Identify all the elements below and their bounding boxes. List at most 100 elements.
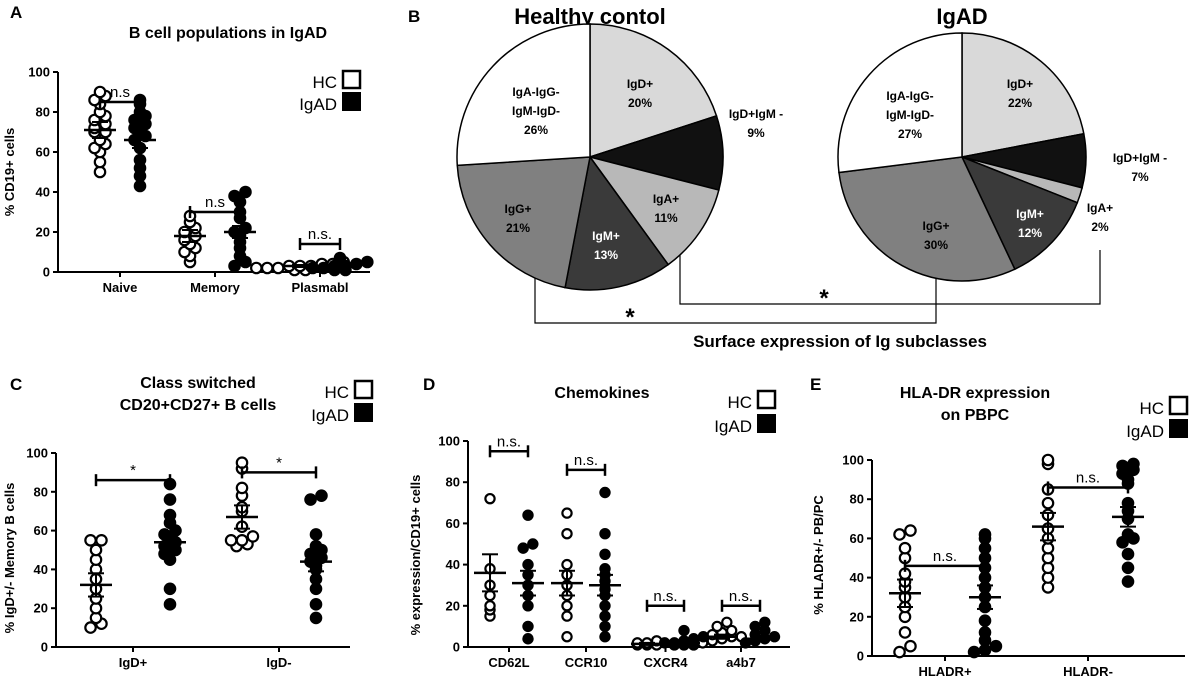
igad-data-point <box>978 614 992 628</box>
igad-data-point <box>228 259 241 273</box>
igad-data-point <box>599 528 611 540</box>
hc-data-point <box>898 541 912 555</box>
igad-data-point <box>239 185 252 199</box>
hc-data-point <box>893 528 906 541</box>
hc-data-point <box>84 621 97 634</box>
hc-data-point <box>561 610 573 622</box>
hc-data-point <box>93 155 107 169</box>
panel-e-legend: HC IgAD <box>1126 395 1189 441</box>
igad-data-point <box>1116 459 1129 473</box>
legend-hc-swatch <box>353 379 374 400</box>
hc-data-point <box>224 533 238 547</box>
igad-data-point <box>759 616 771 628</box>
igad-data-point <box>599 486 611 499</box>
pie-slice-label: 7% <box>1131 170 1149 184</box>
comparison-label: n.s. <box>653 588 677 605</box>
igad-data-point <box>1127 457 1140 471</box>
igad-data-point <box>163 582 177 596</box>
pie-slice-label: 12% <box>1018 226 1042 240</box>
hc-data-point <box>250 261 263 275</box>
panel-e-title: HLA-DR expression <box>900 385 1050 402</box>
legend-hc-label: HC <box>727 393 752 412</box>
panel-c-subtitle: CD20+CD27+ B cells <box>120 397 277 414</box>
pie-slice-label: IgD+IgM - <box>729 107 783 121</box>
comparison-label: n.s. <box>933 548 957 565</box>
y-tick-label: 80 <box>446 475 460 490</box>
x-category-label: a4b7 <box>726 655 756 670</box>
pie-slice-label: IgD+ <box>627 77 653 91</box>
igad-data-point <box>228 189 241 203</box>
panel-b-letter: B <box>408 7 420 26</box>
igad-data-point <box>517 542 529 554</box>
pie-slice-label: IgD+ <box>1007 77 1033 91</box>
comparison-label: n.s. <box>574 452 598 469</box>
sig-star-iga: * <box>819 285 829 312</box>
igad-data-point <box>989 639 1003 653</box>
pie-slice-label: 9% <box>747 126 765 140</box>
pie-slice-label: IgM+ <box>592 229 620 243</box>
pie-slice <box>564 155 670 291</box>
hc-data-point <box>904 639 917 653</box>
igad-data-point <box>133 153 147 167</box>
igad-data-point <box>306 261 319 275</box>
x-category-label: Naive <box>103 280 138 295</box>
igad-data-point <box>599 610 611 622</box>
y-tick-label: 0 <box>857 649 864 664</box>
legend-igad-label: IgAD <box>714 417 752 436</box>
legend-igad-label: IgAD <box>299 95 337 114</box>
pie-slice-label: IgG+ <box>922 219 949 233</box>
y-tick-label: 20 <box>850 609 864 624</box>
y-tick-label: 40 <box>446 557 460 572</box>
y-tick-label: 20 <box>36 225 50 240</box>
panel-d: D Chemokines % expression/CD19+ cells HC… <box>408 375 790 670</box>
y-tick-label: 100 <box>26 446 48 461</box>
pie-slice <box>589 23 718 159</box>
legend-hc-swatch <box>341 69 362 90</box>
legend-hc-label: HC <box>312 73 337 92</box>
y-tick-label: 80 <box>36 105 50 120</box>
igad-data-point <box>1121 528 1135 541</box>
hc-data-point <box>904 524 917 537</box>
pie-slice <box>961 32 1085 158</box>
pie-slice-label: IgA-IgG- <box>512 85 559 99</box>
igad-data-point <box>522 633 534 645</box>
x-category-label: HLADR+ <box>918 664 971 679</box>
hc-data-point <box>235 456 249 469</box>
igad-data-point <box>522 600 534 612</box>
pie-slice-label: 11% <box>654 211 678 225</box>
pie-slice <box>588 155 720 266</box>
hc-data-point <box>95 533 108 547</box>
igad-data-point <box>309 528 323 541</box>
pie-slice <box>837 32 963 174</box>
panel-a-letter: A <box>10 3 22 22</box>
pie-slice-label: 27% <box>898 127 922 141</box>
hc-data-point <box>93 85 107 99</box>
igad-data-point <box>163 508 177 522</box>
igad-data-point <box>599 563 611 575</box>
igad-data-point <box>304 493 317 506</box>
igad-data-point <box>967 645 981 659</box>
igad-data-point <box>333 251 347 265</box>
x-category-label: CXCR4 <box>643 655 688 670</box>
x-category-label: CCR10 <box>565 655 608 670</box>
hc-data-point <box>561 631 573 643</box>
igad-data-point <box>522 509 534 521</box>
y-tick-label: 20 <box>446 598 460 613</box>
legend-igad-label: IgAD <box>311 406 349 425</box>
panel-e-letter: E <box>810 375 821 394</box>
pie-slice-label: IgD+IgM - <box>1113 151 1167 165</box>
igad-data-point <box>697 631 710 643</box>
bracket-iga <box>679 248 1101 305</box>
pie-slice <box>456 23 591 167</box>
y-tick-label: 40 <box>850 570 864 585</box>
y-tick-label: 40 <box>34 562 48 577</box>
panel-d-ylabel: % expression/CD19+ cells <box>408 475 423 636</box>
pie-slice-label: IgM-IgD- <box>886 108 934 122</box>
pie-slice-label: 22% <box>1008 96 1032 110</box>
panel-a-ylabel: % CD19+ cells <box>2 128 17 217</box>
pie-slice <box>960 155 1079 271</box>
legend-igad-swatch <box>354 403 373 422</box>
y-tick-label: 100 <box>842 453 864 468</box>
x-category-label: IgD+ <box>119 655 148 670</box>
panel-d-legend: HC IgAD <box>714 389 777 436</box>
